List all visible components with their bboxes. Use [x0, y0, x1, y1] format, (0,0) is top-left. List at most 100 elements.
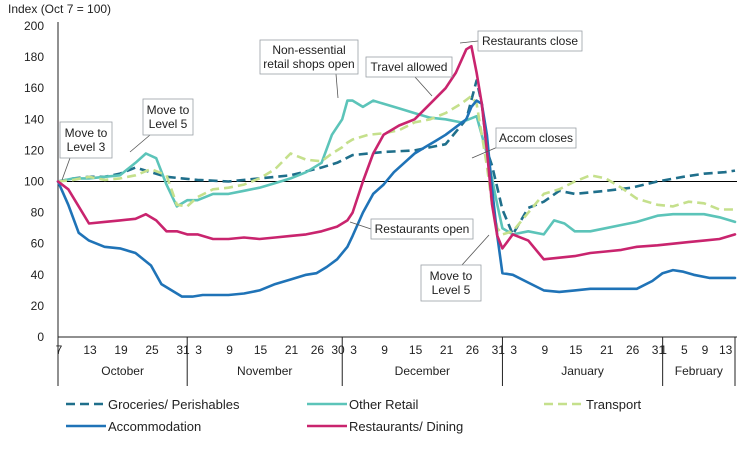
x-tick-label-23: 1: [660, 343, 667, 357]
callout-move-level5-dec-box: [420, 264, 482, 302]
x-tick-label-4: 31: [176, 343, 190, 357]
x-tick-label-5: 3: [195, 343, 202, 357]
legend-label-restaurants: Restaurants/ Dining: [349, 419, 463, 434]
x-tick-label-1: 13: [83, 343, 97, 357]
series-line-groceries: [57, 79, 736, 236]
x-tick-label-18: 9: [541, 343, 548, 357]
legend-item-accommodation: Accommodation: [66, 419, 201, 434]
callout-restaurants-close-leader: [459, 40, 479, 44]
callout-move-level5-oct-text-0: Move to: [147, 103, 190, 117]
series-layer: [56, 44, 737, 298]
y-tick-label-80: 80: [31, 206, 45, 220]
x-tick-label-15: 26: [466, 343, 480, 357]
callout-restaurants-open: Restaurants open: [349, 218, 474, 240]
x-tick-label-25: 9: [702, 343, 709, 357]
callout-travel-allowed-leader: [414, 76, 433, 97]
legend-label-accommodation: Accommodation: [108, 419, 201, 434]
x-tick-label-11: 3: [350, 343, 357, 357]
callout-accom-closes: Accom closes: [471, 127, 577, 159]
callout-restaurants-open-leader: [349, 221, 372, 230]
series-line-accommodation: [56, 99, 737, 298]
x-tick-label-6: 9: [226, 343, 233, 357]
legend-label-other_retail: Other Retail: [349, 397, 418, 412]
legend-label-groceries: Groceries/ Perishables: [108, 397, 240, 412]
x-tick-label-12: 9: [381, 343, 388, 357]
month-label-october: October: [101, 364, 144, 378]
x-tick-label-0: 7: [56, 343, 63, 357]
callout-nonessential-retail-text-1: retail shops open: [263, 57, 354, 71]
callout-accom-closes-box: [495, 127, 577, 149]
x-tick-label-20: 21: [600, 343, 614, 357]
series-line-other_retail: [56, 99, 737, 236]
y-axis-label: Index (Oct 7 = 100): [8, 2, 111, 16]
x-tick-label-3: 25: [145, 343, 159, 357]
month-label-january: January: [561, 364, 604, 378]
month-label-november: November: [237, 364, 292, 378]
x-tick-label-9: 26: [311, 343, 325, 357]
y-tick-label-140: 140: [24, 112, 44, 126]
callout-move-level5-dec-text-1: Level 5: [432, 283, 471, 297]
legend-item-groceries: Groceries/ Perishables: [66, 397, 240, 412]
callout-accom-closes-text-0: Accom closes: [499, 131, 573, 145]
callout-move-level5-oct-leader: [129, 134, 151, 153]
legend-layer: Groceries/ Perishables Other Retail Transp…: [66, 397, 642, 434]
callout-nonessential-retail-box: [259, 39, 359, 75]
x-tick-label-22: 31: [652, 343, 666, 357]
callout-move-level5-oct-text-1: Level 5: [149, 117, 188, 131]
legend-item-other_retail: Other Retail: [307, 397, 418, 412]
legend-label-transport: Transport: [586, 397, 642, 412]
x-tick-label-26: 13: [719, 343, 733, 357]
series-line-restaurants: [56, 44, 737, 261]
callout-move-level5-oct-box: [142, 98, 194, 136]
x-tick-label-13: 15: [409, 343, 423, 357]
x-tick-label-21: 26: [626, 343, 640, 357]
x-tick-label-14: 21: [440, 343, 454, 357]
callout-accom-closes-leader: [471, 145, 501, 159]
y-tick-label-20: 20: [31, 299, 45, 313]
x-tick-label-17: 3: [510, 343, 517, 357]
x-tick-label-10: 30: [331, 343, 345, 357]
x-tick-label-19: 15: [569, 343, 583, 357]
x-tick-label-8: 21: [285, 343, 299, 357]
callout-move-level5-dec-leader: [461, 234, 490, 266]
callout-restaurants-open-text-0: Restaurants open: [375, 222, 470, 236]
callout-nonessential-retail-leader: [335, 73, 339, 99]
x-tick-label-2: 19: [114, 343, 128, 357]
x-tick-label-24: 5: [681, 343, 688, 357]
callout-move-level3-text-1: Level 3: [67, 140, 106, 154]
y-tick-label-0: 0: [37, 330, 44, 344]
y-tick-label-100: 100: [24, 175, 44, 189]
month-label-february: February: [675, 364, 723, 378]
month-label-december: December: [395, 364, 450, 378]
callout-move-level5-dec-text-0: Move to: [430, 269, 473, 283]
callout-restaurants-close-text-0: Restaurants close: [482, 34, 578, 48]
y-tick-label-40: 40: [31, 268, 45, 282]
callout-travel-allowed-text-0: Travel allowed: [371, 60, 448, 74]
y-tick-label-120: 120: [24, 143, 44, 157]
callout-move-level3-box: [59, 121, 113, 159]
callout-travel-allowed: Travel allowed: [365, 56, 453, 97]
y-tick-label-160: 160: [24, 81, 44, 95]
callout-restaurants-close-box: [477, 30, 583, 52]
series-line-transport: [57, 94, 735, 236]
legend-item-transport: Transport: [544, 397, 642, 412]
y-tick-label-180: 180: [24, 50, 44, 64]
callout-restaurants-open-box: [370, 218, 474, 240]
callout-move-level3-leader: [61, 157, 71, 181]
callout-restaurants-close: Restaurants close: [459, 30, 583, 52]
y-tick-label-200: 200: [24, 19, 44, 33]
x-tick-label-7: 15: [254, 343, 268, 357]
callout-nonessential-retail-text-0: Non-essential: [272, 43, 345, 57]
callout-move-level3-text-0: Move to: [65, 126, 108, 140]
y-tick-label-60: 60: [31, 237, 45, 251]
axes-layer: Index (Oct 7 = 100) 0 20 40 60 80 100 120 140 160…: [8, 2, 737, 386]
callout-travel-allowed-box: [365, 56, 453, 78]
x-tick-label-16: 31: [492, 343, 506, 357]
legend-item-restaurants: Restaurants/ Dining: [307, 419, 463, 434]
